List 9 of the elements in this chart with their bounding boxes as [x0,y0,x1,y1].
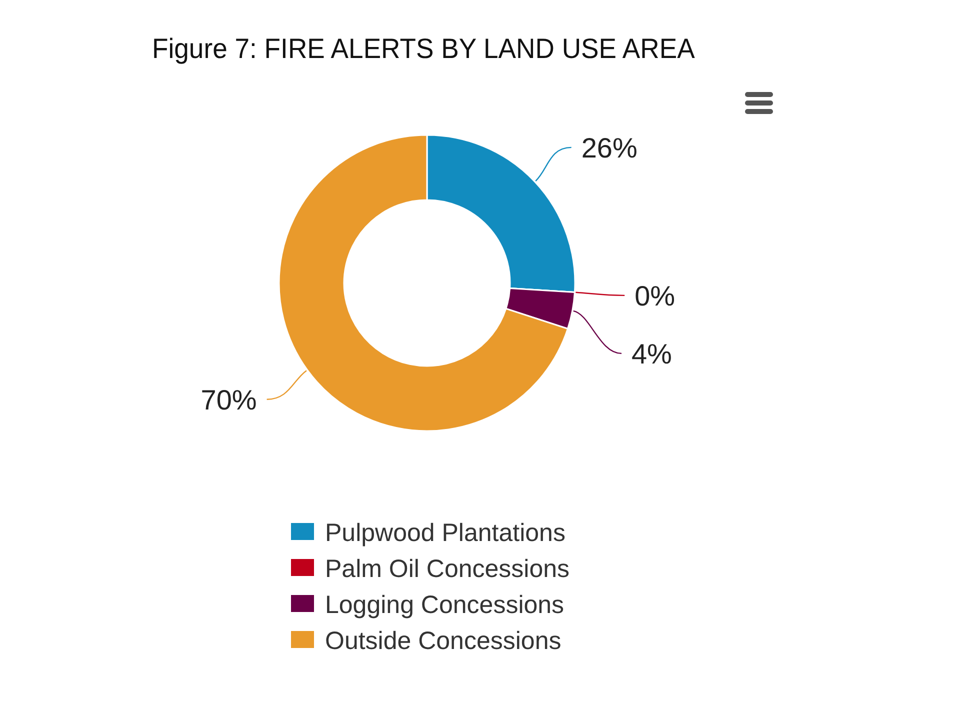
data-label: 26% [581,132,638,164]
legend-label: Pulpwood Plantations [325,519,566,547]
data-label: 70% [200,384,257,416]
legend-label: Palm Oil Concessions [325,555,570,583]
chart-title: Figure 7: FIRE ALERTS BY LAND USE AREA [152,32,696,64]
legend-label: Logging Concessions [325,591,564,619]
data-label: 4% [631,338,672,370]
text: 0% [634,280,676,312]
legend-label: Outside Concessions [325,627,562,655]
